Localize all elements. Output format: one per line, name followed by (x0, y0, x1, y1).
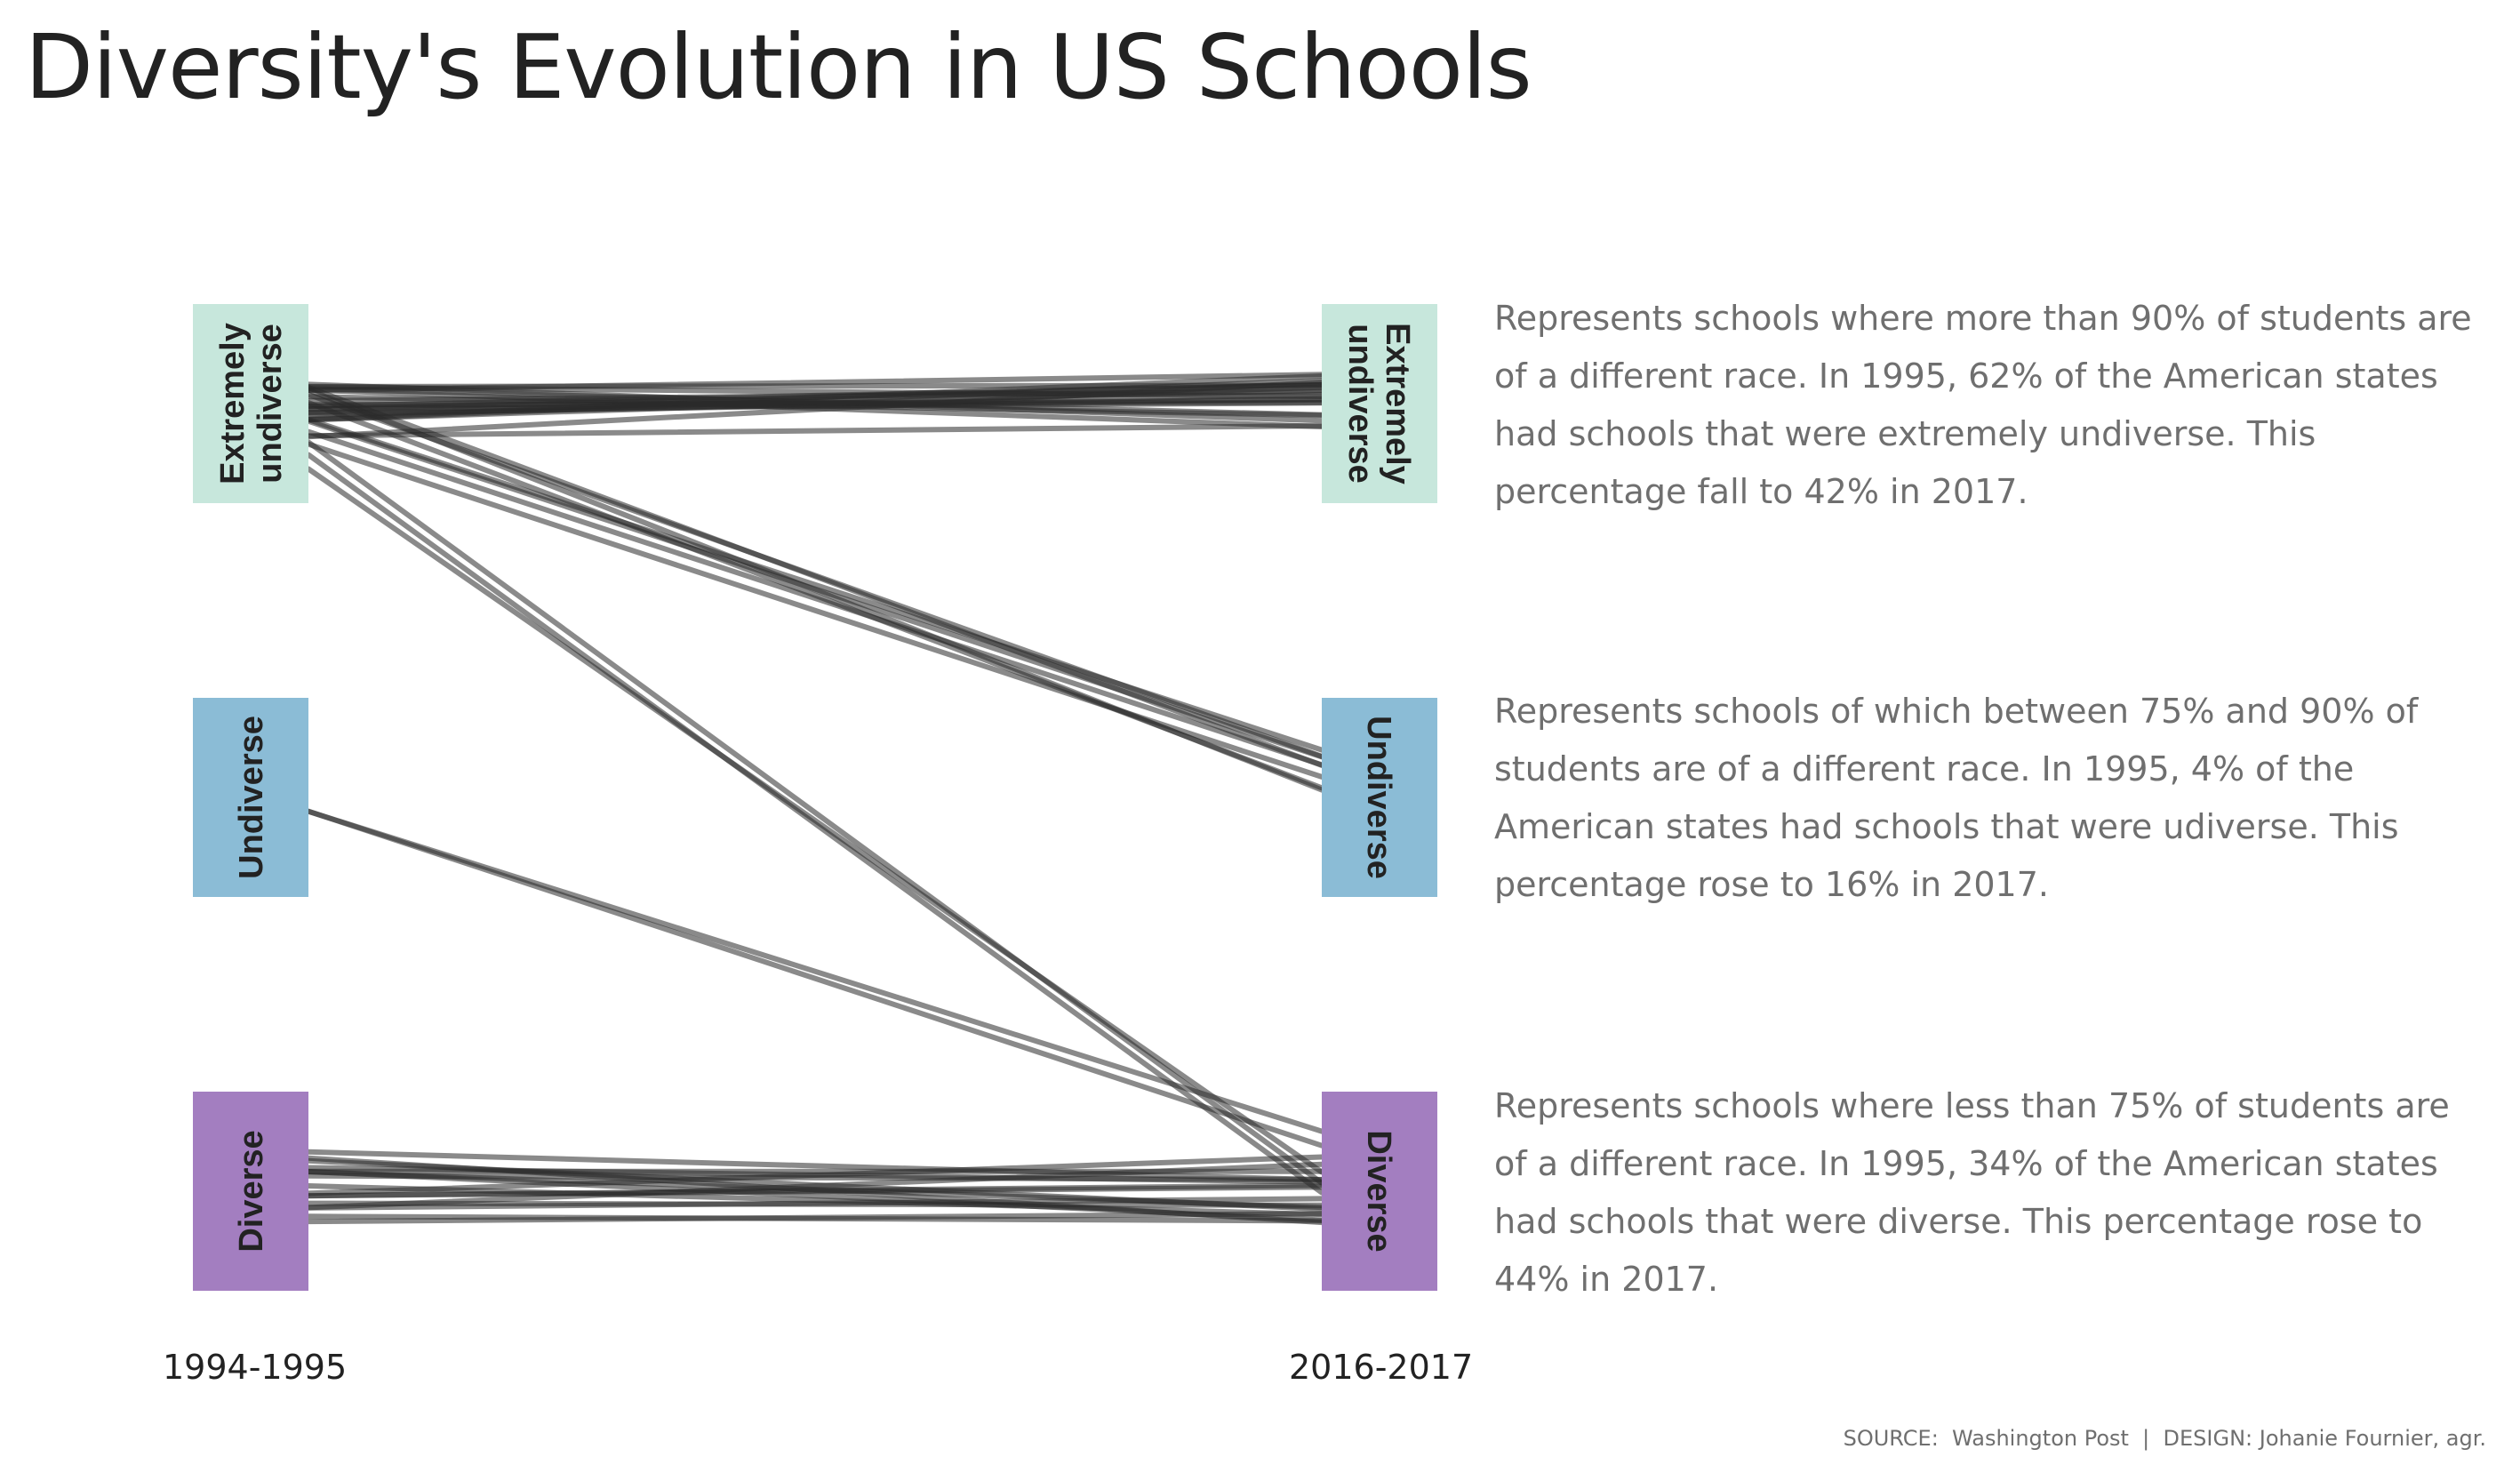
category-label-line: Extremely (1379, 323, 1416, 484)
flow-line-diverse-to-diverse (306, 1184, 1324, 1199)
category-box-fill (1322, 304, 1437, 503)
category-box-left-extremely-undiverse: Extremelyundiverse (193, 304, 308, 503)
flow-line-diverse-to-diverse (306, 1200, 1324, 1208)
category-label-line: undiverse (252, 324, 289, 484)
flow-line-extremely-undiverse-to-undiverse (306, 384, 1324, 768)
flow-line-extremely-undiverse-to-undiverse (306, 400, 1324, 791)
flow-line-undiverse-to-diverse (306, 808, 1324, 1134)
period-label-right: 2016-2017 (1289, 1348, 1474, 1387)
description-undiverse: Represents schools of which between 75% … (1494, 692, 2419, 904)
flow-line-extremely-undiverse-to-diverse (306, 439, 1324, 1186)
category-box-right-extremely-undiverse: Extremelyundiverse (1322, 304, 1437, 503)
category-label-line: Extremely (214, 323, 252, 484)
category-box-right-diverse: Diverse (1322, 1092, 1437, 1291)
category-label: Diverse (233, 1130, 270, 1252)
category-box-fill (193, 304, 308, 503)
flow-line-diverse-to-diverse (306, 1157, 1324, 1213)
category-label-line: undiverse (1341, 324, 1379, 484)
flow-lines (306, 372, 1324, 1226)
flow-line-extremely-undiverse-to-extremely-undiverse (306, 423, 1324, 439)
category-label: Extremelyundiverse (214, 323, 289, 484)
flow-line-diverse-to-diverse (306, 1149, 1324, 1183)
flow-line-diverse-to-diverse (306, 1183, 1324, 1218)
category-label-line: Diverse (1360, 1130, 1397, 1252)
category-label: Undiverse (233, 716, 270, 879)
category-box-fill (193, 1092, 308, 1291)
category-box-left-diverse: Diverse (193, 1092, 308, 1291)
flow-line-extremely-undiverse-to-extremely-undiverse (306, 388, 1324, 404)
flow-line-extremely-undiverse-to-undiverse (306, 441, 1324, 780)
flow-line-extremely-undiverse-to-undiverse (306, 417, 1324, 753)
flow-line-extremely-undiverse-to-extremely-undiverse (306, 386, 1324, 418)
flow-line-extremely-undiverse-to-extremely-undiverse (306, 387, 1324, 429)
category-box-left-undiverse: Undiverse (193, 698, 308, 897)
category-boxes: Extremelyundiverse ExtremelyundiverseUndi… (193, 304, 1437, 1291)
period-label-left: 1994-1995 (163, 1348, 348, 1387)
flow-line-extremely-undiverse-to-undiverse (306, 428, 1324, 768)
category-label: Diverse (1360, 1130, 1397, 1252)
category-label: Extremelyundiverse (1341, 323, 1416, 484)
source-footer: SOURCE: Washington Post | DESIGN: Johani… (1843, 1426, 2486, 1451)
category-label-line: Undiverse (1360, 716, 1397, 879)
category-label-line: Diverse (233, 1130, 270, 1252)
description-diverse: Represents schools where less than 75% o… (1494, 1086, 2450, 1299)
description-extremely-undiverse: Represents schools where more than 90% o… (1494, 299, 2472, 511)
category-label-line: Undiverse (233, 716, 270, 879)
category-label: Undiverse (1360, 716, 1397, 879)
chart-title: Diversity's Evolution in US Schools (25, 15, 1532, 119)
category-box-fill (193, 698, 308, 897)
category-box-fill (1322, 1092, 1437, 1291)
flow-line-diverse-to-diverse (306, 1211, 1324, 1225)
category-box-fill (1322, 698, 1437, 897)
category-box-right-undiverse: Undiverse (1322, 698, 1437, 897)
flow-line-extremely-undiverse-to-diverse (306, 466, 1324, 1175)
